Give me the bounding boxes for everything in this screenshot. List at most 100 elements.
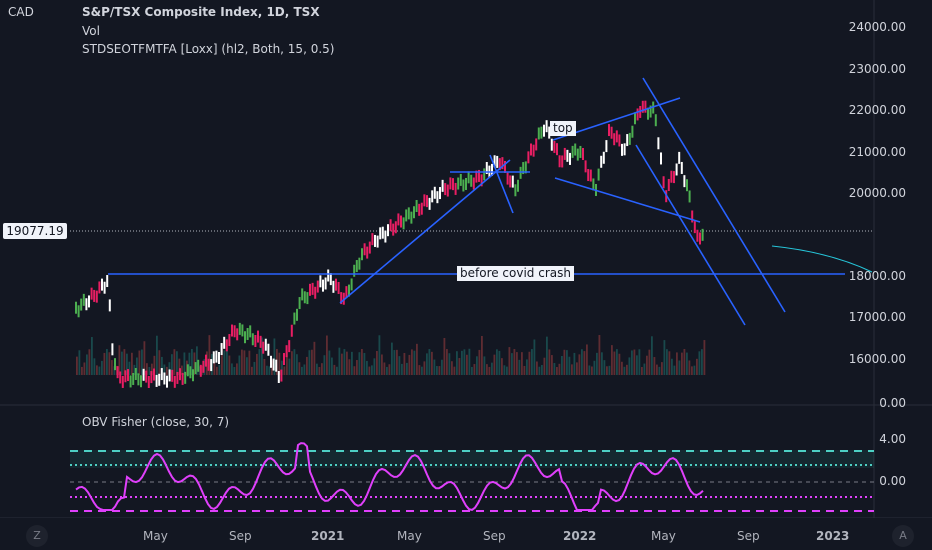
volume-bar: [511, 353, 513, 375]
volume-bar: [558, 363, 561, 375]
volume-bar: [133, 364, 136, 375]
volume-bar: [663, 340, 666, 375]
annotation-before-covid-crash[interactable]: before covid crash: [457, 266, 574, 281]
volume-bar: [671, 358, 673, 375]
volume-bar: [291, 351, 293, 375]
volume-bar: [481, 335, 483, 375]
volume-bar: [428, 349, 431, 375]
volume-bar: [468, 348, 471, 375]
volume-bar: [591, 366, 593, 375]
volume-bar: [701, 349, 703, 375]
volume-bar: [198, 366, 201, 375]
volume-bar: [106, 349, 108, 375]
volume-bar: [421, 366, 423, 375]
volume-bar: [666, 349, 668, 375]
volume-bar: [586, 344, 588, 375]
volume-bar: [463, 349, 466, 375]
price-tick: 20000.00: [848, 186, 906, 200]
volume-bar: [526, 359, 528, 375]
trend-line: [339, 159, 511, 304]
volume-bar: [633, 349, 636, 375]
volume-bar: [341, 353, 343, 375]
volume-bar: [363, 352, 366, 375]
volume-bar: [261, 337, 263, 375]
volume-bar: [201, 365, 203, 375]
volume-bar: [451, 361, 453, 375]
volume-bar: [611, 345, 613, 375]
volume-bar: [263, 358, 266, 375]
volume-bar: [571, 364, 573, 375]
volume-bar: [76, 356, 78, 375]
volume-bar: [551, 355, 553, 375]
volume-bar: [608, 365, 611, 375]
annotation-top[interactable]: top: [550, 121, 576, 136]
volume-bar: [243, 350, 246, 375]
volume-bar: [303, 364, 306, 375]
volume-bar: [346, 351, 348, 375]
volume-bar: [353, 366, 356, 375]
volume-bar: [176, 351, 178, 375]
volume-bar: [471, 366, 473, 375]
volume-bar: [588, 365, 591, 375]
volume-bar: [218, 364, 221, 375]
timezone-button[interactable]: Z: [26, 525, 48, 547]
time-tick: May: [651, 529, 676, 543]
volume-bar: [496, 349, 498, 375]
chart-title[interactable]: S&P/TSX Composite Index, 1D, TSX: [82, 5, 320, 19]
volume-bar: [371, 365, 373, 375]
volume-bar: [651, 336, 653, 375]
volume-indicator-label[interactable]: Vol: [82, 24, 100, 38]
volume-bar: [141, 349, 143, 375]
volume-bar: [636, 355, 638, 375]
volume-bar: [683, 349, 686, 375]
volume-bar: [241, 349, 243, 375]
volume-bar: [173, 349, 176, 375]
volume-bar: [316, 363, 318, 375]
volume-bar: [236, 363, 238, 375]
volume-bar: [101, 360, 103, 375]
volume-bar: [376, 351, 378, 375]
volume-bar: [473, 364, 476, 375]
volume-bar: [601, 352, 603, 375]
volume-bar: [143, 341, 146, 375]
volume-bar: [213, 361, 216, 375]
currency-label: CAD: [8, 5, 34, 19]
volume-bar: [498, 350, 501, 375]
volume-bar: [273, 338, 276, 375]
time-tick: 2021: [311, 529, 345, 543]
volume-bar: [208, 335, 211, 375]
volume-bar: [386, 366, 388, 375]
volume-bar: [78, 350, 81, 375]
volume-bar: [563, 349, 566, 375]
volume-bar: [266, 365, 268, 375]
volume-bar: [348, 359, 351, 375]
volume-bar: [546, 336, 548, 375]
volume-bar: [491, 362, 493, 375]
volume-bar: [621, 361, 623, 375]
volume-bar: [646, 355, 648, 375]
price-tick: 18000.00: [848, 269, 906, 283]
time-tick: Sep: [483, 529, 506, 543]
volume-bar: [383, 362, 386, 375]
volume-bar: [668, 351, 671, 375]
time-tick: 2022: [563, 529, 597, 543]
volume-bar: [228, 355, 231, 375]
volume-bar: [596, 352, 598, 375]
auto-scale-button[interactable]: A: [892, 525, 914, 547]
volume-bar: [623, 366, 626, 375]
volume-bar: [466, 354, 468, 375]
volume-bar: [458, 358, 461, 375]
volume-bar: [493, 354, 496, 375]
volume-bar: [698, 351, 701, 375]
volume-bar: [178, 358, 181, 375]
custom-indicator-label[interactable]: STDSEOTFMTFA [Loxx] (hl2, Both, 15, 0.5): [82, 42, 335, 56]
volume-bar: [631, 350, 633, 375]
oscillator-label[interactable]: OBV Fisher (close, 30, 7): [82, 415, 230, 429]
price-tick: 16000.00: [848, 352, 906, 366]
volume-axis-tick: 0.00: [879, 396, 906, 410]
volume-bar: [293, 349, 296, 375]
volume-bar: [221, 343, 223, 375]
volume-bar: [286, 351, 288, 375]
volume-bar: [356, 360, 358, 375]
